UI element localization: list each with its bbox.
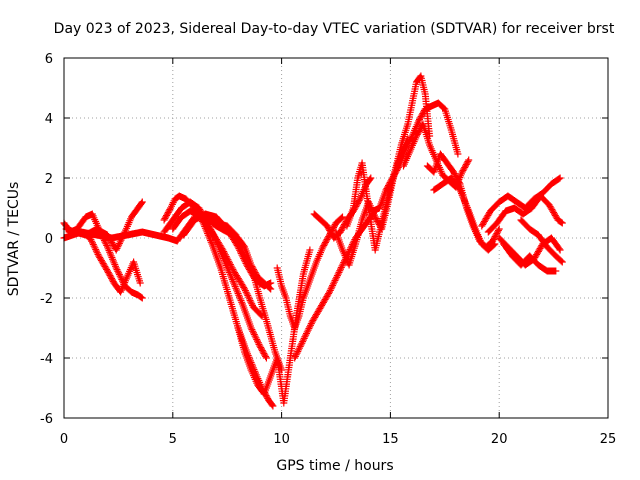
series-arc-11-points: [234, 246, 314, 407]
x-tick-label: 0: [60, 432, 68, 447]
series-arc-16-points: [343, 135, 412, 254]
series-arc-18-points: [400, 120, 473, 191]
y-tick-label: -4: [40, 352, 53, 367]
series-arc-25-points: [517, 216, 566, 266]
series-arc-24-points: [500, 240, 560, 275]
x-tick-label: 15: [382, 432, 399, 447]
y-tick-label: 0: [45, 232, 53, 247]
y-tick-label: 2: [45, 172, 53, 187]
series-arc-17-points: [369, 99, 462, 215]
chart-title: Day 023 of 2023, Sidereal Day-to-day VTE…: [54, 21, 615, 37]
x-tick-label: 25: [600, 432, 617, 447]
series-arc-20-points: [430, 174, 499, 254]
x-tick-label: 20: [491, 432, 508, 447]
series-arc-15-points: [332, 72, 434, 269]
y-tick-label: -6: [40, 412, 53, 427]
y-axis-label: SDTVAR / TECUs: [6, 182, 22, 297]
y-tick-label: 4: [45, 112, 53, 127]
plot-frame: [63, 57, 609, 419]
y-tick-label: -2: [40, 292, 53, 307]
x-axis-label: GPS time / hours: [276, 458, 393, 474]
x-tick-label: 5: [169, 432, 177, 447]
data-marks: [60, 72, 566, 410]
series-arc-12-points: [273, 213, 346, 332]
series-arc-1-points: [60, 210, 146, 302]
axis-ticks: 0 5 10 15 20 25 -6 -4 -2 0 2 4 6: [40, 52, 616, 447]
series-arc-10-points: [201, 216, 286, 374]
x-tick-label: 10: [273, 432, 290, 447]
series-arc-22-points: [484, 192, 566, 236]
y-tick-label: 6: [45, 52, 53, 67]
series-arc-21-points: [478, 174, 564, 230]
